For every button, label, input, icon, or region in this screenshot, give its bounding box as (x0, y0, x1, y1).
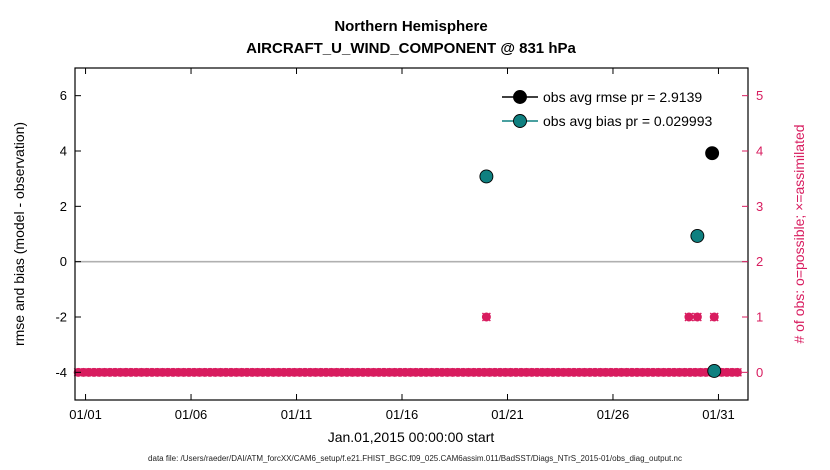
legend-label-rmse: obs avg rmse pr = 2.9139 (543, 89, 702, 105)
assimilated-x-marker (692, 312, 702, 322)
right-y-tick-label: 5 (756, 88, 763, 103)
x-tick-label: 01/26 (597, 407, 630, 422)
right-y-tick-label: 3 (756, 199, 763, 214)
axes-box (74, 67, 749, 401)
left-y-tick-label: -2 (55, 310, 67, 325)
legend-label-bias: obs avg bias pr = 0.029993 (543, 113, 713, 129)
left-y-tick-label: 2 (60, 199, 67, 214)
left-y-tick-label: -4 (55, 365, 67, 380)
left-y-tick-label: 4 (60, 144, 67, 159)
obs-count-row-point (732, 367, 742, 377)
obs-count-events-point (684, 312, 694, 322)
chart-subtitle: AIRCRAFT_U_WIND_COMPONENT @ 831 hPa (246, 40, 576, 57)
x-tick-label: 01/01 (69, 407, 102, 422)
x-tick-label: 01/21 (491, 407, 524, 422)
assimilated-x-marker (481, 312, 491, 322)
right-y-tick-label: 4 (756, 144, 763, 159)
obs-avg-bias-point (479, 169, 494, 184)
right-y-axis-label: # of obs: o=possible; ×=assimilated (791, 124, 807, 343)
chart-legend: obs avg rmse pr = 2.9139 obs avg bias pr… (502, 89, 713, 129)
obs-avg-bias-point (707, 364, 722, 378)
legend-marker-1 (513, 114, 527, 128)
obs-count-events-point (481, 312, 491, 322)
assimilated-x-marker (684, 312, 694, 322)
obs-avg-bias-point (690, 228, 705, 243)
legend-marker-0 (513, 90, 527, 104)
x-tick-label: 01/06 (175, 407, 208, 422)
assimilated-x-marker (709, 312, 719, 322)
right-y-tick-label: 2 (756, 254, 763, 269)
plot-area: 01/01 01/06 01/11 01/16 01/21 01/26 01/31 -4 -2 0… (55, 67, 763, 422)
assimilated-x-marker (732, 367, 742, 377)
left-y-axis-label: rmse and bias (model - observation) (11, 122, 27, 346)
obs-avg-rmse-point (705, 146, 720, 161)
x-tick-label: 01/11 (281, 407, 313, 422)
obs-count-events-point (709, 312, 719, 322)
right-y-tick-label: 1 (756, 310, 763, 325)
x-tick-label: 01/16 (386, 407, 419, 422)
obs-count-events-point (692, 312, 702, 322)
right-y-tick-label: 0 (756, 365, 763, 380)
data-file-caption: data file: /Users/raeder/DAI/ATM_forcXX/… (148, 454, 682, 463)
left-y-tick-label: 6 (60, 88, 67, 103)
x-axis-label: Jan.01,2015 00:00:00 start (328, 429, 495, 445)
chart-title: Northern Hemisphere (334, 18, 487, 35)
x-tick-label: 01/31 (702, 407, 735, 422)
left-y-tick-label: 0 (60, 254, 67, 269)
